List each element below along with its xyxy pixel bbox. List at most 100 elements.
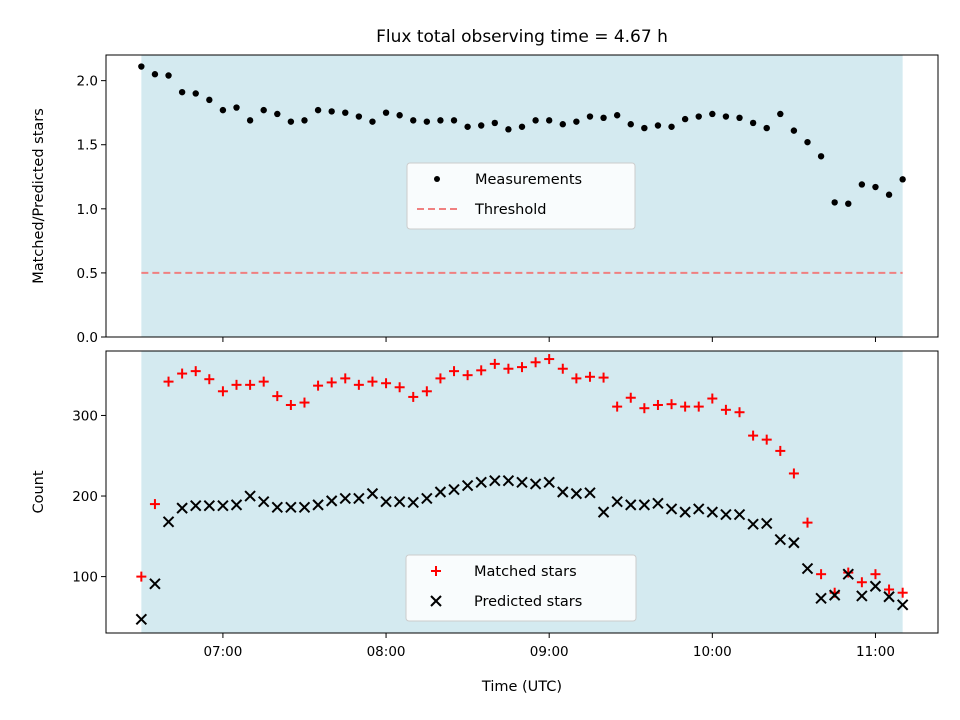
measurement-point [817, 153, 825, 160]
matched-stars-point [734, 407, 745, 418]
predicted-stars-point [760, 517, 773, 530]
predicted-stars-point [325, 495, 338, 507]
measurement-point [518, 123, 526, 130]
measurement-point [342, 109, 349, 116]
bottom-y-axis: 100 200 300 [72, 408, 106, 586]
legend-box [406, 162, 636, 230]
x-tick-label: 11:00 [856, 644, 895, 660]
measurement-point [491, 119, 499, 127]
matched-stars-point [761, 434, 772, 445]
predicted-stars-point [584, 487, 596, 499]
matched-stars-point [421, 386, 432, 397]
measurement-point [450, 117, 458, 124]
y-tick-label: 0.5 [77, 266, 98, 282]
measurement-point [668, 123, 675, 130]
predicted-stars-point [693, 503, 705, 515]
measurement-point [206, 96, 213, 104]
matched-stars-point [788, 468, 799, 479]
measurement-point [559, 121, 566, 128]
matched-stars-point [449, 366, 460, 377]
top-y-axis: 0.0 0.5 1.0 1.5 2.0 [77, 74, 106, 346]
legend-marker [430, 595, 442, 607]
legend-marker [434, 176, 440, 182]
predicted-stars-point [652, 497, 664, 509]
measurement-point [831, 199, 838, 206]
y-tick-label: 0.0 [77, 330, 98, 346]
measurement-point [138, 63, 145, 70]
predicted-stars-point [815, 592, 827, 605]
matched-stars-point [204, 374, 215, 385]
measurement-point [219, 106, 227, 114]
predicted-stars-point [421, 492, 433, 505]
matched-stars-point [816, 569, 827, 580]
predicted-stars-point [244, 490, 256, 502]
matched-stars-point [639, 403, 650, 414]
measurement-point [355, 113, 363, 120]
matched-stars-point [326, 377, 337, 388]
measurement-point [872, 183, 879, 191]
matched-stars-point [666, 399, 677, 410]
matched-stars-point [707, 393, 718, 404]
measurement-point [192, 90, 199, 97]
predicted-stars-point [448, 483, 460, 496]
matched-stars-point [557, 363, 568, 374]
predicted-stars-point [135, 613, 148, 626]
top-axes-frame [105, 54, 939, 338]
measurement-point [804, 138, 811, 146]
predicted-stars-point [434, 486, 447, 498]
measurement-point [369, 118, 376, 125]
measurement-point [382, 109, 390, 116]
measurement-point [586, 113, 594, 120]
matched-stars-point [680, 401, 691, 412]
matched-stars-point [149, 499, 160, 510]
predicted-stars-point [312, 499, 324, 511]
measurement-point [722, 113, 730, 120]
measurement-point [478, 122, 485, 129]
bottom-legend: Matched stars Predicted stars [405, 554, 637, 622]
matched-stars-point [217, 386, 228, 397]
predicted-stars-point [842, 568, 854, 580]
matched-stars-point [136, 571, 147, 582]
matched-stars-point [612, 401, 623, 412]
matched-stars-point [544, 354, 555, 365]
predicted-stars-point [638, 499, 651, 511]
measurement-point [885, 191, 893, 198]
predicted-stars-point [543, 476, 555, 489]
y-tick-label: 2.0 [77, 74, 98, 90]
measurement-point [654, 122, 662, 129]
matched-stars-point [190, 366, 201, 377]
matched-stars-point [489, 358, 500, 369]
legend-label: Threshold [474, 202, 546, 218]
top-legend: Measurements Threshold [406, 162, 636, 230]
matched-stars-point [870, 569, 881, 580]
matched-stars-point [530, 357, 541, 368]
predicted-stars-point [801, 562, 814, 575]
measurement-point [165, 72, 172, 79]
matched-stars-point [856, 577, 867, 588]
predicted-stars-point [149, 578, 161, 590]
measurement-point [641, 124, 648, 132]
predicted-stars-point [475, 476, 487, 489]
matched-stars-point [177, 368, 188, 379]
matched-stars-point [897, 587, 908, 598]
matched-stars-point [625, 392, 636, 403]
predicted-stars-point [230, 499, 243, 511]
measurement-point [233, 104, 240, 111]
predicted-stars-point [190, 499, 202, 512]
predicted-stars-point [557, 486, 569, 498]
bottom-axes-frame [105, 350, 939, 634]
matched-stars-point [299, 397, 310, 408]
predicted-stars-point [733, 508, 746, 521]
legend-box [405, 554, 637, 622]
measurement-point [681, 115, 689, 123]
x-axis-label: Time (UTC) [481, 679, 562, 695]
predicted-stars-point [570, 487, 583, 500]
x-tick-label: 09:00 [530, 644, 569, 660]
measurement-point [600, 114, 607, 122]
measurement-point [410, 117, 417, 124]
bottom-y-axis-label: Count [31, 470, 47, 513]
measurement-point [709, 110, 716, 118]
measurement-point [246, 117, 254, 124]
y-tick-label: 1.0 [77, 202, 98, 218]
matched-stars-point [652, 399, 663, 410]
